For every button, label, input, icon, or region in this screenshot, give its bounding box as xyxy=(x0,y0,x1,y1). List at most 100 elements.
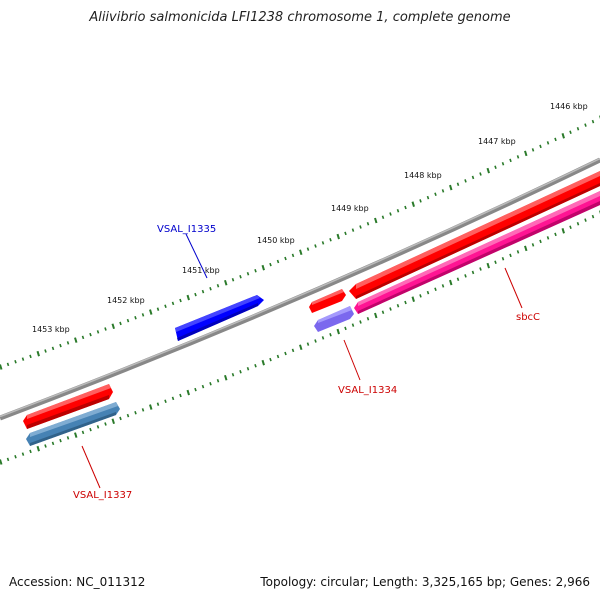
ruler-tick xyxy=(516,155,520,159)
ruler-tick xyxy=(246,366,250,371)
ruler-tick xyxy=(141,408,145,412)
ruler-tick xyxy=(74,337,78,343)
ruler-tick xyxy=(104,327,107,331)
forward-features[interactable] xyxy=(23,171,600,429)
ruler-tick xyxy=(179,393,182,398)
ruler-tick xyxy=(59,438,62,443)
ruler-tick xyxy=(149,404,153,410)
ruler-tick xyxy=(584,123,587,127)
ruler-tick xyxy=(149,309,153,315)
ruler-tick xyxy=(546,236,550,240)
gene-label-vsal-i1337[interactable]: VSAL_I1337 xyxy=(73,490,132,501)
ruler-tick xyxy=(531,243,535,247)
ruler-tick xyxy=(231,278,235,282)
ruler-tick xyxy=(261,359,265,366)
ruler-tick xyxy=(404,205,407,210)
ruler-tick xyxy=(246,271,250,276)
gene-labels: VSAL_I1335 VSAL_I1334 sbcC VSAL_I1337 xyxy=(73,224,540,501)
ruler-tick xyxy=(141,313,145,317)
ruler-tick xyxy=(546,141,550,145)
gene-label-vsal-i1334[interactable]: VSAL_I1334 xyxy=(338,385,397,396)
ruler-label-1453: 1453 kbp xyxy=(32,325,70,334)
ruler-tick xyxy=(36,350,40,357)
ruler-tick xyxy=(374,312,378,319)
ruler-tick xyxy=(486,262,490,269)
ruler-label-1447: 1447 kbp xyxy=(478,137,516,146)
ruler-tick xyxy=(66,341,70,345)
ruler-tick xyxy=(569,225,572,230)
ruler-tick xyxy=(14,454,17,459)
genome-summary-text: Topology: circular; Length: 3,325,165 bp… xyxy=(260,575,590,589)
ruler-tick xyxy=(389,307,392,311)
ruler-tick xyxy=(539,144,542,149)
ruler-tick xyxy=(314,339,317,343)
ruler-tick xyxy=(471,175,475,180)
ruler-tick xyxy=(209,286,212,291)
gene-vsal-i1335[interactable] xyxy=(175,295,264,341)
ruler-tick xyxy=(224,374,228,381)
ruler-tick xyxy=(411,201,415,207)
ruler-tick xyxy=(524,245,528,252)
ruler-tick xyxy=(561,133,565,139)
ruler-tick xyxy=(276,259,280,264)
ruler-tick xyxy=(344,326,347,331)
ruler-tick xyxy=(471,270,475,275)
ruler-label-1449: 1449 kbp xyxy=(331,204,369,213)
ruler-tick xyxy=(66,436,70,440)
ruler-tick xyxy=(134,411,137,415)
ruler-tick xyxy=(299,249,303,256)
ruler-tick xyxy=(359,225,362,229)
ruler-tick xyxy=(426,195,430,200)
ruler-tick xyxy=(59,343,62,348)
ruler-tick xyxy=(516,250,520,254)
ruler-tick xyxy=(426,290,430,295)
ruler-tick xyxy=(291,253,295,258)
ruler-tick xyxy=(381,215,385,220)
ruler-tick xyxy=(576,221,580,226)
gene-label-vsal-i1335[interactable]: VSAL_I1335 xyxy=(157,224,216,235)
ruler-tick xyxy=(456,182,460,186)
gene-arrow-red-small[interactable] xyxy=(309,289,346,313)
ruler-tick xyxy=(456,277,460,281)
reverse-features[interactable] xyxy=(26,191,600,446)
ruler-tick xyxy=(299,344,303,351)
ruler-tick xyxy=(321,241,325,245)
ruler-tick xyxy=(0,459,3,465)
ruler-tick xyxy=(419,199,422,203)
ruler-tick xyxy=(186,389,190,396)
ruler-tick xyxy=(96,330,100,334)
ruler-tick xyxy=(81,430,85,435)
ruler-tick xyxy=(216,378,220,383)
ruler-tick xyxy=(479,172,482,176)
ruler-tick xyxy=(224,279,228,286)
ruler-tick xyxy=(569,130,572,135)
ruler-tick xyxy=(209,381,212,386)
ruler-tick xyxy=(441,284,445,288)
ruler-tick xyxy=(344,231,347,236)
ruler-tick xyxy=(171,301,175,306)
genome-title: Aliivibrio salmonicida LFI1238 chromosom… xyxy=(89,10,511,25)
ruler-tick xyxy=(531,148,535,152)
ruler-tick xyxy=(306,247,310,251)
ruler-tick xyxy=(6,362,10,367)
ruler-tick xyxy=(239,370,242,374)
ruler-tick xyxy=(494,260,497,264)
ruler-tick xyxy=(464,179,467,183)
ruler-tick xyxy=(201,289,205,294)
ruler-tick xyxy=(269,357,272,362)
ruler-tick xyxy=(186,294,190,301)
ruler-tick xyxy=(591,119,595,124)
ruler-tick xyxy=(201,384,205,389)
ruler-tick xyxy=(584,218,587,222)
gene-label-sbcc[interactable]: sbcC xyxy=(516,312,540,323)
ruler-tick xyxy=(554,232,557,237)
ruler-tick xyxy=(336,233,340,240)
ruler-tick xyxy=(314,244,317,248)
label-leaders xyxy=(81,233,523,489)
ruler-tick xyxy=(0,364,3,370)
ruler-tick xyxy=(276,354,280,359)
ruler-tick xyxy=(554,137,557,142)
ruler-tick xyxy=(254,363,257,368)
ruler-tick xyxy=(351,228,355,232)
